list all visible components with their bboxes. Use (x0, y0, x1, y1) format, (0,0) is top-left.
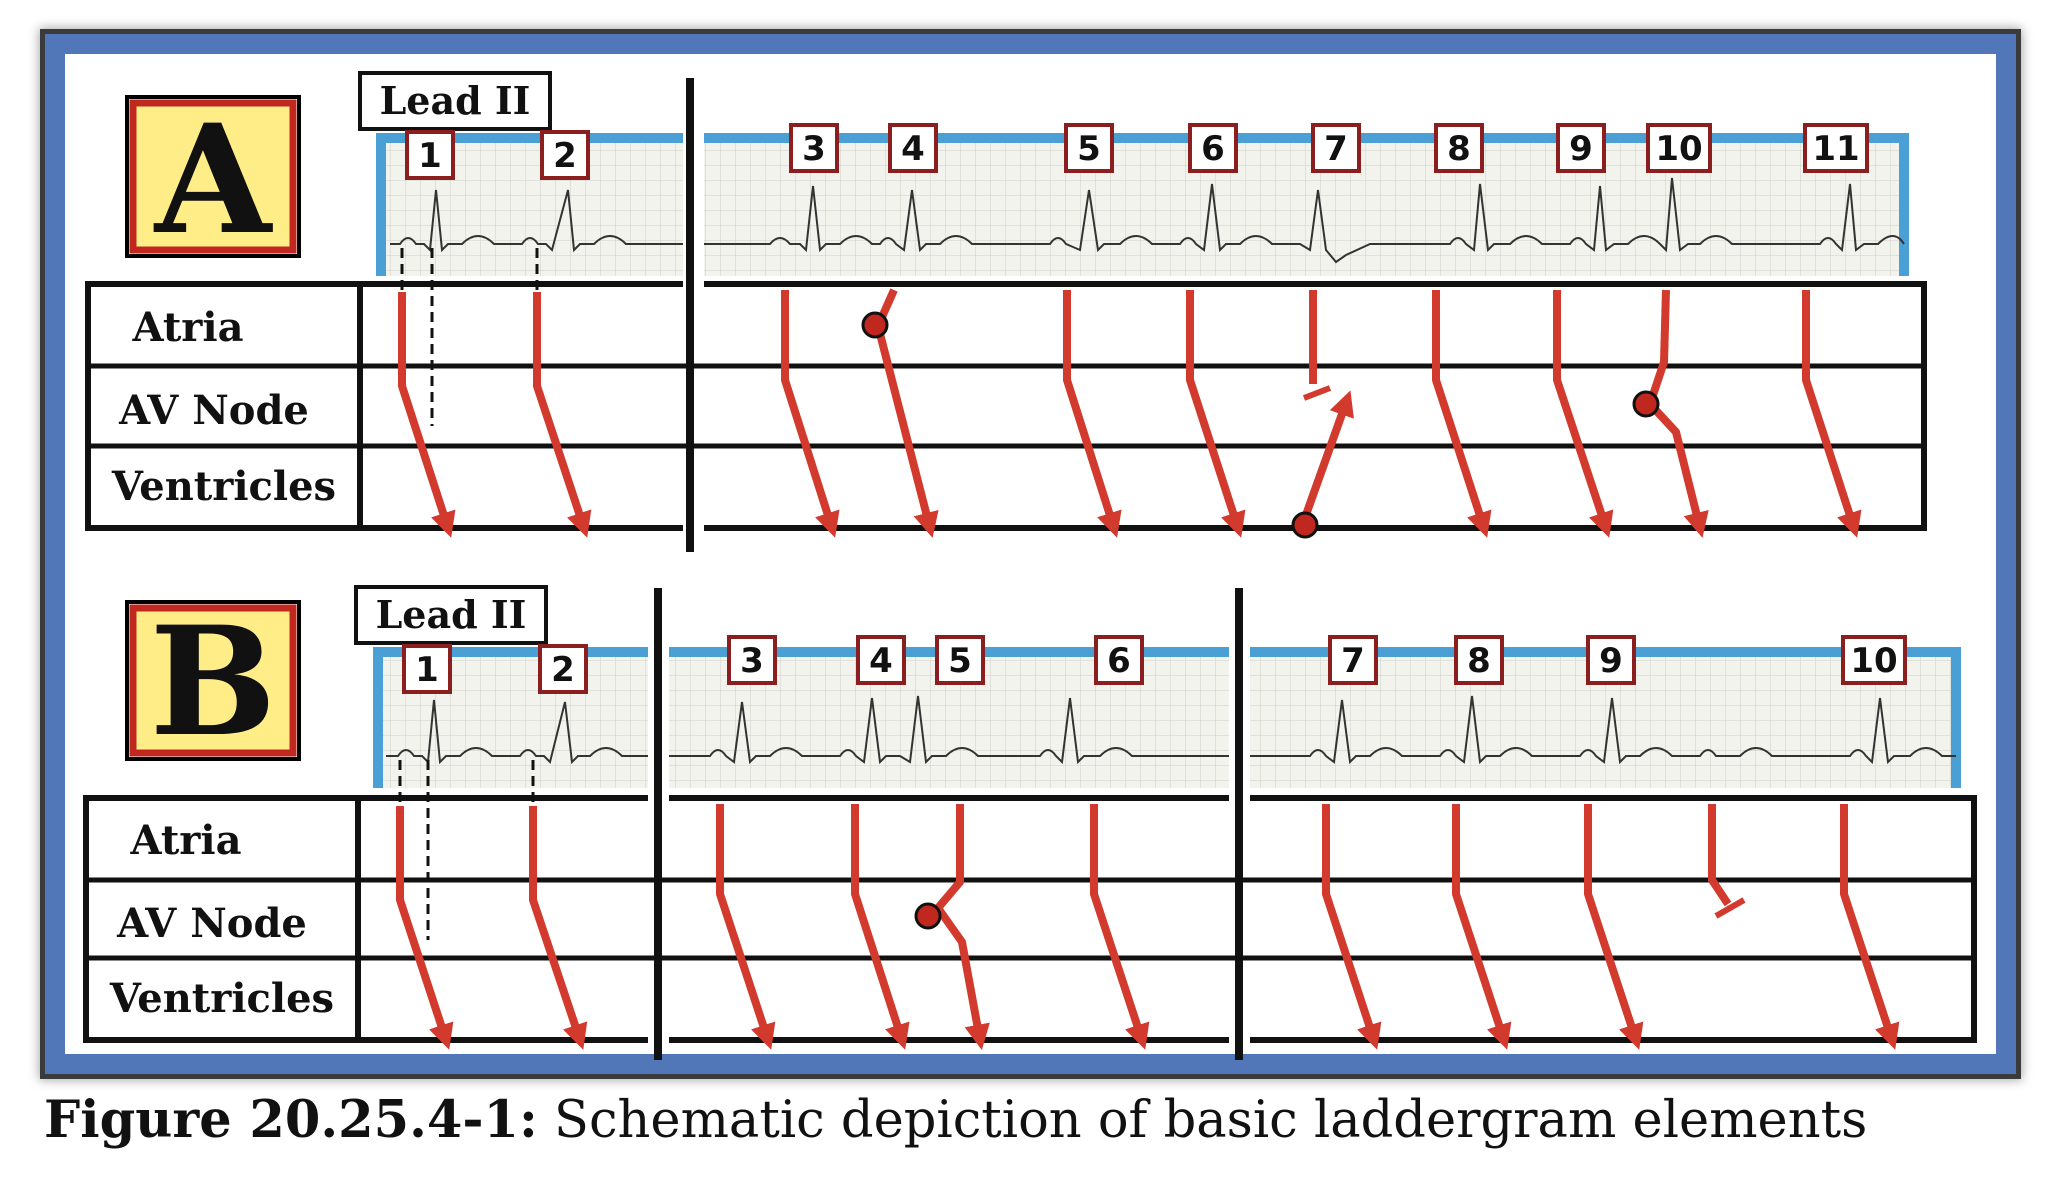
svg-text:6: 6 (1107, 641, 1131, 681)
figure-label: Figure 20.25.4-1: (44, 1090, 538, 1150)
beat-label: 2 (538, 644, 588, 694)
conduction-arrow (716, 804, 776, 1050)
svg-text:5: 5 (948, 641, 972, 681)
row-label-ventricles: Ventricles (109, 975, 334, 1022)
origin-dot-junctional (1632, 390, 1660, 418)
beat-label: 5 (935, 635, 985, 685)
ecg-trace (386, 699, 648, 765)
conduction-arrow (1840, 804, 1900, 1050)
row-label-atria: Atria (130, 817, 242, 864)
beat-label: 6 (1188, 123, 1238, 173)
conduction-arrow (1553, 290, 1614, 538)
beat-label: 3 (789, 123, 839, 173)
ecg-trace (1250, 695, 1956, 765)
svg-text:1: 1 (418, 136, 442, 176)
svg-text:5: 5 (1077, 129, 1101, 169)
lead-label: Lead II (376, 592, 527, 637)
svg-text:9: 9 (1599, 641, 1623, 681)
block-bar (1714, 897, 1746, 919)
panel-letter-box: B (125, 594, 301, 770)
beat-labels: 1 2 3 4 5 6 7 8 9 10 11 (405, 123, 1869, 180)
lead-label-box (358, 71, 552, 131)
svg-text:7: 7 (1324, 129, 1348, 169)
lead-label: Lead II (380, 78, 531, 123)
svg-text:2: 2 (551, 650, 575, 690)
beat-label: 2 (540, 130, 590, 180)
svg-text:8: 8 (1467, 641, 1491, 681)
beat-label: 3 (727, 635, 777, 685)
timing-guides (400, 248, 539, 426)
conduction-arrow (781, 290, 840, 538)
beat-label: 1 (405, 130, 455, 180)
beat-label: 4 (856, 635, 906, 685)
retrograde-arrow (1298, 390, 1354, 528)
ecg-strip (704, 133, 1909, 276)
conduction-arrow (396, 806, 454, 1050)
beat-labels: 1 2 3 4 5 6 7 8 9 10 (402, 635, 1907, 694)
lead-label-box (354, 585, 548, 645)
beat-label: 9 (1556, 123, 1606, 173)
conduction-arrow (1432, 290, 1492, 538)
svg-text:9: 9 (1569, 129, 1593, 169)
beat-label: 9 (1586, 635, 1636, 685)
beat-label: 8 (1454, 635, 1504, 685)
beat-label: 8 (1434, 123, 1484, 173)
origin-dot-ventricular (1291, 511, 1319, 539)
origin-dot-junctional (914, 902, 942, 930)
row-label-av-node: AV Node (118, 387, 309, 434)
beat-label: 7 (1311, 123, 1361, 173)
row-label-av-node: AV Node (116, 900, 307, 947)
svg-text:10: 10 (1655, 129, 1702, 169)
ladder-grid (85, 78, 1927, 552)
beat-label: 6 (1094, 635, 1144, 685)
blocked-conduction (1708, 804, 1732, 907)
panel-b: B Lead II (83, 585, 1977, 1060)
panel-a: A Lead II Atria AV Node Ventricles (85, 71, 1927, 552)
figure-caption-text: Schematic depiction of basic laddergram … (554, 1091, 1868, 1150)
panel-letter-box: A (125, 92, 301, 268)
svg-text:6: 6 (1201, 129, 1225, 169)
conduction-arrow (1322, 804, 1382, 1050)
conduction-arrow (1063, 290, 1122, 538)
beat-label: 11 (1803, 123, 1869, 173)
conduction-arrow (529, 806, 588, 1050)
row-label-atria: Atria (132, 304, 244, 351)
svg-text:3: 3 (740, 641, 764, 681)
svg-text:7: 7 (1341, 641, 1365, 681)
beat-label: 5 (1064, 123, 1114, 173)
svg-text:4: 4 (869, 641, 893, 681)
conduction-arrow (1802, 290, 1862, 538)
panel-letter: A (153, 92, 274, 268)
timing-guides (398, 760, 535, 940)
svg-text:3: 3 (802, 129, 826, 169)
conduction-arrow (1452, 804, 1512, 1050)
panel-letter: B (150, 594, 277, 770)
svg-text:11: 11 (1812, 129, 1859, 169)
beat-label: 10 (1841, 635, 1907, 685)
svg-text:8: 8 (1447, 129, 1471, 169)
figure-caption: Figure 20.25.4-1: Schematic depiction of… (44, 1090, 1867, 1150)
row-label-ventricles: Ventricles (111, 463, 336, 510)
svg-text:1: 1 (415, 650, 439, 690)
beat-label: 1 (402, 644, 452, 694)
beat-label: 4 (888, 123, 938, 173)
conduction-arrow (533, 292, 592, 538)
svg-text:10: 10 (1850, 641, 1897, 681)
svg-text:2: 2 (553, 136, 577, 176)
conduction-arrow (398, 292, 456, 538)
conduction-arrow (1090, 804, 1150, 1050)
svg-text:4: 4 (901, 129, 925, 169)
ecg-trace (390, 189, 683, 253)
junctional-arrow (934, 804, 990, 1051)
conduction-arrow (1186, 290, 1246, 538)
ecg-trace (704, 177, 1905, 264)
conduction-arrow (851, 804, 910, 1050)
origin-dot-atrial (861, 311, 889, 339)
beat-label: 10 (1646, 123, 1712, 173)
beat-label: 7 (1328, 635, 1378, 685)
block-bar (1302, 385, 1332, 401)
ecg-trace (669, 695, 1229, 765)
conduction-arrow (1584, 804, 1644, 1050)
